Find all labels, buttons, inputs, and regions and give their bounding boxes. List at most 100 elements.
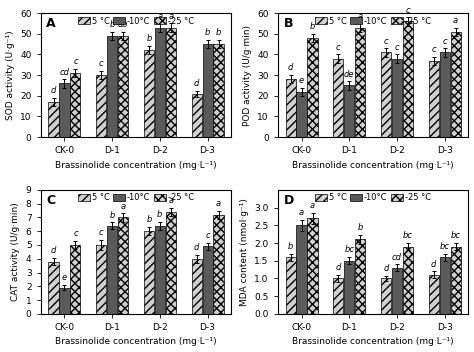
Text: c: c <box>431 45 436 54</box>
Text: a: a <box>357 12 363 21</box>
Bar <box>191 94 201 137</box>
Bar <box>118 218 128 314</box>
Text: d: d <box>194 243 199 252</box>
Bar <box>96 245 106 314</box>
Bar <box>428 61 438 137</box>
X-axis label: Brassinolide concentration (mg·L⁻¹): Brassinolide concentration (mg·L⁻¹) <box>292 338 454 346</box>
Text: c: c <box>99 228 103 238</box>
Bar <box>144 50 154 137</box>
Bar <box>166 27 176 137</box>
Legend: 5 °C, -10°C, -25 °C: 5 °C, -10°C, -25 °C <box>77 15 195 27</box>
Text: b: b <box>205 28 210 37</box>
Text: a: a <box>216 199 221 208</box>
Text: ab: ab <box>118 20 128 29</box>
Text: e: e <box>299 76 304 85</box>
Text: cd: cd <box>59 68 70 76</box>
X-axis label: Brassinolide concentration (mg·L⁻¹): Brassinolide concentration (mg·L⁻¹) <box>292 161 454 170</box>
Bar <box>118 36 128 137</box>
Y-axis label: POD activity (U/g·min): POD activity (U/g·min) <box>243 25 252 126</box>
Text: b: b <box>146 34 152 44</box>
Y-axis label: SOD activity (U·g⁻¹): SOD activity (U·g⁻¹) <box>6 30 15 120</box>
Bar <box>381 278 391 314</box>
Text: d: d <box>383 264 389 273</box>
Text: a: a <box>168 12 173 21</box>
Text: b: b <box>109 20 115 29</box>
Bar <box>344 86 354 137</box>
Bar <box>59 83 70 137</box>
Bar <box>202 246 213 314</box>
Bar <box>71 245 81 314</box>
Text: cd: cd <box>392 252 402 262</box>
Bar <box>355 27 365 137</box>
Bar <box>96 75 106 137</box>
Bar <box>439 257 450 314</box>
Bar <box>308 38 318 137</box>
Text: c: c <box>73 229 78 238</box>
Bar <box>48 262 59 314</box>
Text: a: a <box>168 196 173 205</box>
Bar <box>428 275 438 314</box>
Text: d: d <box>51 246 56 255</box>
Bar <box>202 44 213 137</box>
Bar <box>48 102 59 137</box>
Text: B: B <box>283 17 293 30</box>
Text: c: c <box>394 43 399 52</box>
Bar <box>155 27 165 137</box>
Text: a: a <box>157 12 163 21</box>
Text: c: c <box>73 57 78 66</box>
Text: a: a <box>310 201 315 210</box>
Bar <box>403 246 413 314</box>
Bar <box>439 52 450 137</box>
Y-axis label: MDA content (nmol·g⁻¹): MDA content (nmol·g⁻¹) <box>240 198 249 306</box>
Text: d: d <box>336 263 341 272</box>
Text: c: c <box>99 59 103 68</box>
Text: b: b <box>357 224 363 233</box>
Text: b: b <box>288 242 293 251</box>
Text: D: D <box>283 194 294 207</box>
Bar <box>107 36 117 137</box>
Bar <box>144 231 154 314</box>
Bar <box>392 268 402 314</box>
Text: d: d <box>194 79 199 88</box>
Text: bc: bc <box>439 242 450 251</box>
Y-axis label: CAT activity (U/g·min): CAT activity (U/g·min) <box>11 202 20 301</box>
Text: b: b <box>146 215 152 224</box>
Bar <box>403 21 413 137</box>
Bar <box>107 226 117 314</box>
X-axis label: Brassinolide concentration (mg·L⁻¹): Brassinolide concentration (mg·L⁻¹) <box>55 338 217 346</box>
Bar <box>285 79 296 137</box>
Text: c: c <box>205 231 210 240</box>
X-axis label: Brassinolide concentration (mg·L⁻¹): Brassinolide concentration (mg·L⁻¹) <box>55 161 217 170</box>
Legend: 5 °C, -10°C, -25 °C: 5 °C, -10°C, -25 °C <box>314 15 432 27</box>
Bar <box>155 226 165 314</box>
Bar <box>71 73 81 137</box>
Text: a: a <box>299 208 304 217</box>
Text: e: e <box>62 273 67 282</box>
Bar <box>392 59 402 137</box>
Bar <box>381 52 391 137</box>
Bar <box>333 278 343 314</box>
Text: c: c <box>383 37 388 45</box>
Bar <box>333 59 343 137</box>
Bar <box>296 92 307 137</box>
Text: bc: bc <box>403 231 413 240</box>
Text: d: d <box>51 86 56 95</box>
Text: de: de <box>344 70 355 78</box>
Text: a: a <box>120 202 126 210</box>
Bar <box>450 32 461 137</box>
Bar <box>59 288 70 314</box>
Text: b: b <box>310 22 315 31</box>
Text: b: b <box>157 210 163 219</box>
Text: c: c <box>442 37 447 45</box>
Text: d: d <box>288 63 293 73</box>
Bar <box>308 218 318 314</box>
Text: bc: bc <box>344 245 354 254</box>
Text: a: a <box>453 16 458 25</box>
Bar <box>296 225 307 314</box>
Bar <box>450 246 461 314</box>
Text: c: c <box>336 43 340 52</box>
Bar <box>344 261 354 314</box>
Bar <box>213 44 224 137</box>
Legend: 5 °C, -10°C, -25 °C: 5 °C, -10°C, -25 °C <box>77 191 195 204</box>
Bar <box>191 259 201 314</box>
